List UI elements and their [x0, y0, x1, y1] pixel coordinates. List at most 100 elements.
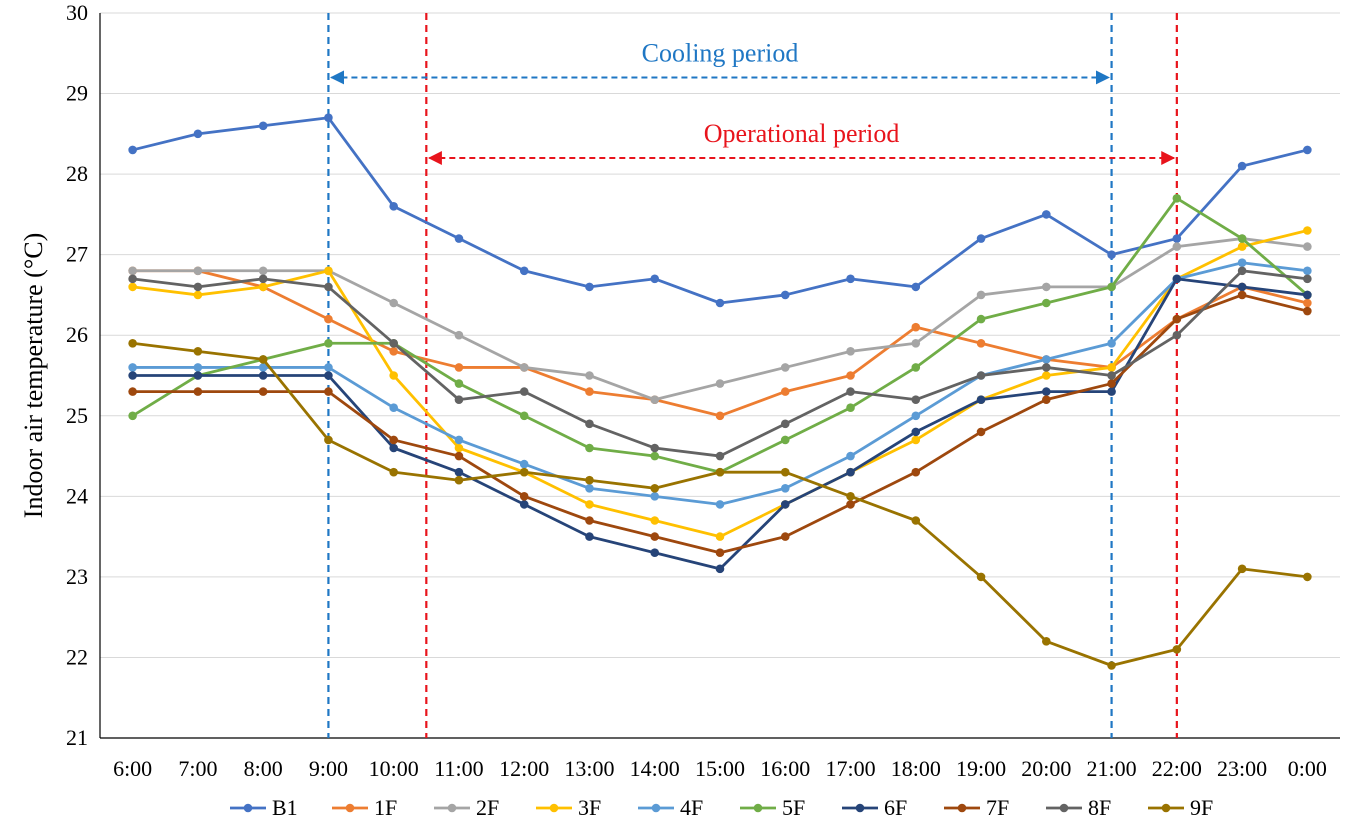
data-point: [976, 395, 986, 404]
data-point: [258, 282, 268, 292]
x-tick-label: 13:00: [564, 756, 614, 781]
data-point: [715, 564, 725, 574]
data-point: [715, 379, 725, 388]
data-point: [780, 467, 790, 477]
data-point: [1172, 645, 1182, 654]
data-point: [389, 443, 398, 453]
data-point: [1237, 290, 1247, 300]
data-point: [519, 266, 529, 276]
legend-label: 1F: [374, 795, 397, 820]
data-point: [324, 113, 333, 123]
data-point: [193, 371, 203, 380]
x-tick-label: 15:00: [695, 756, 745, 781]
data-point: [650, 443, 660, 453]
data-point: [911, 435, 921, 445]
legend-label: B1: [272, 795, 298, 820]
data-point: [1107, 661, 1116, 670]
data-point: [1042, 210, 1051, 219]
x-tick-label: 11:00: [434, 756, 483, 781]
data-point: [1107, 250, 1116, 259]
data-point: [976, 572, 986, 582]
series-6f: [128, 274, 1312, 574]
data-point: [911, 516, 921, 525]
series-7f: [128, 290, 1312, 558]
data-point: [780, 419, 790, 429]
series-9f: [128, 338, 1312, 670]
series-3f: [128, 226, 1312, 541]
data-point: [128, 266, 137, 276]
data-point: [976, 427, 986, 437]
data-point: [1303, 242, 1312, 251]
data-point: [324, 338, 333, 348]
data-point: [585, 516, 594, 525]
legend-item: B1: [230, 795, 298, 820]
data-point: [1042, 387, 1051, 396]
data-point: [454, 379, 464, 388]
data-point: [324, 387, 333, 396]
data-point: [324, 371, 333, 380]
y-tick-label: 30: [66, 0, 88, 25]
data-point: [1303, 572, 1312, 582]
data-point: [1042, 637, 1051, 646]
data-point: [324, 266, 333, 276]
data-point: [780, 483, 790, 493]
y-tick-label: 24: [66, 483, 88, 508]
legend-item: 4F: [638, 795, 703, 820]
data-point: [650, 274, 660, 284]
data-point: [519, 500, 529, 509]
data-point: [193, 290, 203, 300]
data-point: [1107, 363, 1116, 372]
data-point: [585, 500, 594, 509]
data-point: [650, 532, 660, 541]
data-point: [911, 411, 921, 421]
data-point: [585, 387, 594, 396]
legend-item: 3F: [536, 795, 601, 820]
data-point: [585, 282, 594, 292]
data-point: [715, 451, 725, 461]
data-point: [780, 532, 790, 541]
x-tick-label: 0:00: [1288, 756, 1327, 781]
legend-label: 9F: [1190, 795, 1213, 820]
series-line: [132, 293, 1308, 555]
data-point: [1042, 371, 1051, 380]
data-point: [454, 363, 464, 372]
data-point: [258, 274, 268, 284]
data-point: [715, 467, 725, 477]
x-tick-label: 8:00: [244, 756, 283, 781]
data-point: [715, 548, 725, 558]
x-tick-label: 18:00: [891, 756, 941, 781]
data-point: [650, 492, 660, 501]
legend-label: 6F: [884, 795, 907, 820]
data-point: [976, 314, 986, 324]
data-point: [519, 467, 529, 477]
data-point: [1303, 274, 1312, 284]
x-tick-label: 20:00: [1021, 756, 1071, 781]
x-tick-label: 17:00: [825, 756, 875, 781]
data-point: [389, 338, 398, 348]
data-point: [1107, 379, 1116, 388]
data-point: [1107, 338, 1116, 348]
data-point: [976, 234, 986, 243]
data-point: [846, 500, 855, 509]
data-point: [846, 403, 855, 413]
data-point: [1172, 234, 1182, 243]
annotation-layer: Cooling period Operational period: [330, 38, 1176, 165]
data-point: [1172, 314, 1182, 324]
data-point: [1107, 282, 1116, 292]
data-point: [258, 121, 268, 131]
data-point: [780, 435, 790, 445]
series-8f: [128, 266, 1312, 461]
data-point: [519, 387, 529, 396]
data-point: [911, 467, 921, 477]
legend-item: 7F: [944, 795, 1009, 820]
legend-swatch-marker: [957, 803, 967, 813]
data-point: [715, 298, 725, 308]
data-point: [454, 234, 464, 243]
series-1f: [128, 266, 1312, 421]
data-point: [1107, 371, 1116, 380]
data-point: [1303, 226, 1312, 235]
operational-period-label: Operational period: [704, 119, 900, 148]
data-point: [585, 483, 594, 493]
data-point: [715, 500, 725, 509]
y-tick-label: 29: [66, 81, 88, 106]
